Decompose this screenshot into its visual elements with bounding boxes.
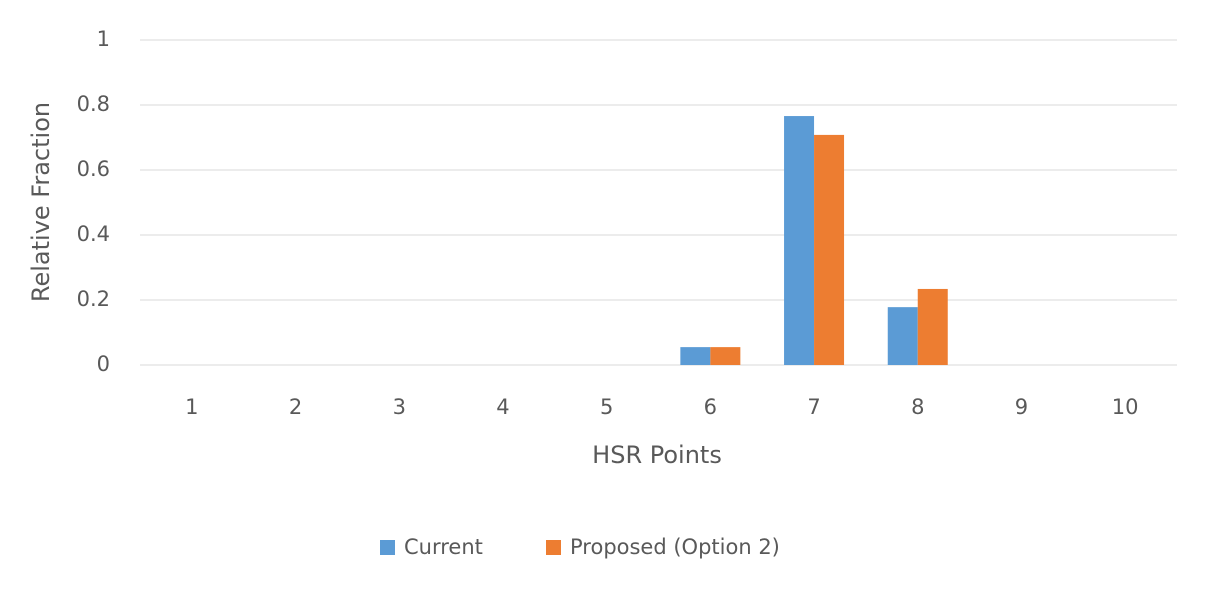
- x-tick-label: 7: [807, 395, 820, 419]
- bar: [814, 134, 845, 365]
- bar: [887, 307, 918, 365]
- y-axis-title: Relative Fraction: [27, 102, 55, 302]
- x-tick-label: 3: [393, 395, 406, 419]
- x-axis-title: HSR Points: [592, 441, 722, 469]
- x-tick-label: 1: [185, 395, 198, 419]
- legend-label: Proposed (Option 2): [570, 535, 780, 559]
- x-tick-label: 5: [600, 395, 613, 419]
- x-tick-label: 10: [1112, 395, 1139, 419]
- legend-swatch: [380, 540, 395, 555]
- y-tick-label: 0.6: [77, 157, 110, 181]
- legend-label: Current: [404, 535, 483, 559]
- y-tick-label: 0.8: [77, 92, 110, 116]
- x-tick-label: 4: [496, 395, 509, 419]
- bar: [710, 347, 741, 365]
- bar: [680, 347, 711, 365]
- x-tick-label: 8: [911, 395, 924, 419]
- y-tick-label: 0.2: [77, 287, 110, 311]
- y-tick-label: 1: [97, 27, 110, 51]
- y-tick-label: 0: [97, 352, 110, 376]
- bar: [917, 288, 948, 365]
- legend-swatch: [546, 540, 561, 555]
- x-tick-label: 2: [289, 395, 302, 419]
- y-tick-label: 0.4: [77, 222, 110, 246]
- bar: [784, 116, 815, 365]
- x-tick-label: 6: [704, 395, 717, 419]
- x-tick-label: 9: [1015, 395, 1028, 419]
